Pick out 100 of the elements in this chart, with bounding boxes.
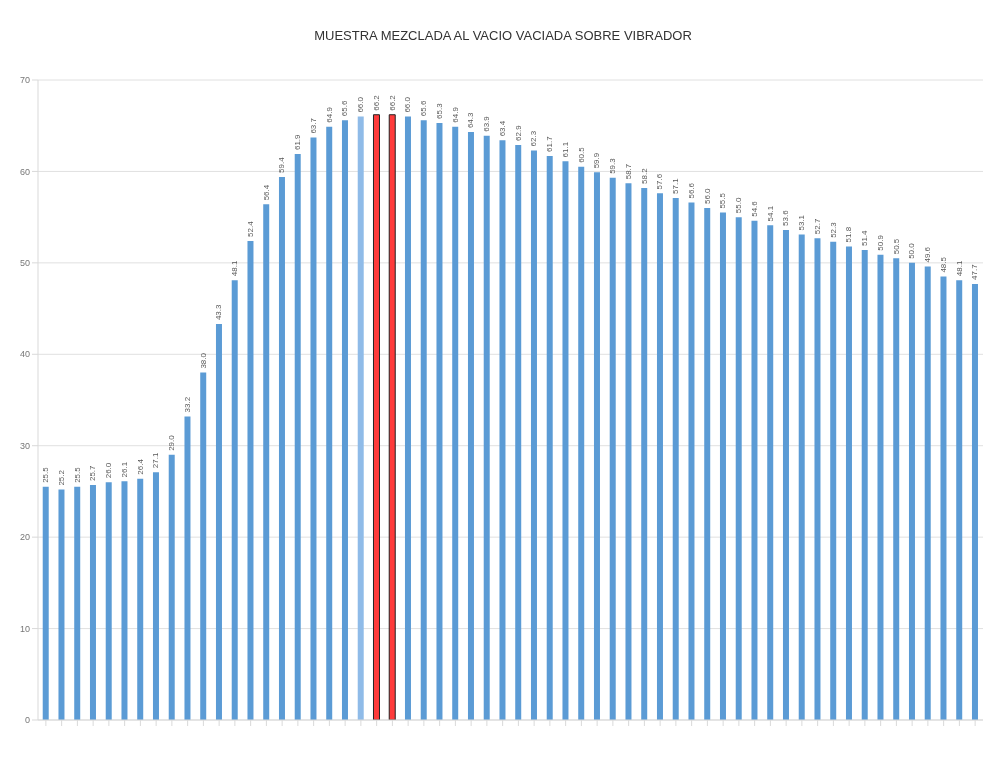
data-label: 52.7: [812, 218, 822, 235]
bar: [578, 166, 585, 720]
bar: [688, 202, 695, 720]
bar: [247, 240, 254, 720]
bar: [814, 238, 821, 720]
data-label: 57.6: [655, 173, 665, 190]
data-label: 26.1: [119, 461, 129, 478]
data-label: 63.4: [497, 120, 507, 137]
bar: [263, 204, 270, 720]
bar: [152, 472, 159, 720]
data-label: 57.1: [671, 177, 681, 194]
bar: [483, 135, 490, 720]
bar: [767, 225, 774, 720]
data-label: 66.2: [387, 94, 397, 111]
data-label: 66.0: [403, 96, 413, 113]
bar: [105, 482, 112, 720]
bar: [798, 234, 805, 720]
data-label: 52.4: [245, 220, 255, 237]
bar: [515, 144, 522, 720]
bar: [388, 114, 396, 720]
bar: [184, 416, 191, 720]
bar: [845, 246, 852, 720]
y-tick-label: 70: [19, 75, 30, 86]
bar: [341, 120, 348, 720]
bar: [971, 283, 978, 720]
data-label: 59.9: [592, 152, 602, 169]
data-label: 48.1: [954, 260, 964, 277]
data-label: 25.2: [56, 469, 66, 486]
chart-title: MUESTRA MEZCLADA AL VACIO VACIADA SOBRE VIBRADOR: [313, 27, 693, 45]
data-label: 54.6: [749, 200, 759, 217]
y-tick-label: 50: [19, 258, 30, 269]
bar: [782, 229, 789, 720]
bar: [420, 120, 427, 720]
bar: [609, 177, 616, 720]
bar: [137, 478, 144, 720]
bar: [215, 324, 222, 720]
bar: [893, 258, 900, 720]
data-label: 66.0: [356, 96, 366, 113]
data-label: 25.5: [41, 466, 51, 483]
bar: [278, 176, 285, 720]
data-label: 62.3: [529, 130, 539, 147]
data-label: 64.9: [324, 106, 334, 123]
bar: [74, 486, 81, 720]
data-label: 53.6: [781, 209, 791, 226]
y-tick-label: 40: [19, 349, 30, 360]
data-label: 47.7: [970, 263, 980, 280]
data-label: 51.4: [860, 229, 870, 247]
y-tick-label: 10: [19, 623, 30, 634]
data-label: 62.9: [513, 124, 523, 141]
bar: [310, 137, 317, 720]
data-label: 27.1: [151, 452, 161, 469]
bar: [719, 212, 726, 720]
bar: [499, 140, 506, 720]
data-label: 56.6: [686, 182, 696, 199]
data-label: 63.7: [308, 117, 318, 134]
bar: [625, 183, 632, 720]
bar: [593, 172, 600, 720]
data-label: 61.1: [560, 141, 570, 158]
data-label: 38.0: [198, 352, 208, 369]
bar: [956, 280, 963, 720]
data-label: 50.9: [875, 234, 885, 251]
data-label: 65.6: [340, 100, 350, 117]
bar: [326, 126, 333, 720]
bar: [908, 262, 915, 720]
data-label: 26.0: [104, 462, 114, 479]
y-tick-label: 20: [19, 532, 30, 543]
bar: [751, 220, 758, 720]
data-label: 55.0: [734, 197, 744, 214]
data-label: 63.9: [482, 115, 492, 132]
data-label: 53.1: [797, 214, 807, 231]
data-label: 25.7: [88, 464, 98, 482]
bar: [231, 280, 238, 720]
bar: [357, 116, 364, 720]
bar: [672, 197, 679, 720]
bar: [877, 254, 884, 720]
data-label: 43.3: [214, 303, 224, 321]
bar: [436, 122, 443, 720]
data-label: 59.3: [608, 157, 618, 174]
data-label: 48.5: [938, 256, 948, 273]
bar: [452, 126, 459, 720]
y-tick-label: 0: [24, 715, 30, 726]
bar: [121, 481, 128, 720]
data-label: 29.0: [167, 434, 177, 451]
bar: [735, 217, 742, 720]
data-label: 49.6: [923, 246, 933, 263]
data-label: 64.3: [466, 111, 476, 129]
data-label: 50.0: [907, 242, 917, 259]
data-label: 56.4: [261, 184, 271, 201]
data-label: 59.4: [277, 156, 287, 173]
data-label: 64.9: [450, 106, 460, 123]
data-label: 50.5: [891, 238, 901, 255]
data-label: 60.5: [576, 146, 586, 163]
data-label: 51.8: [844, 226, 854, 243]
y-tick-label: 60: [19, 166, 30, 177]
y-tick-label: 30: [19, 440, 30, 451]
bar: [924, 266, 931, 720]
data-label: 52.3: [828, 221, 838, 238]
data-label: 48.1: [230, 260, 240, 277]
bar: [294, 154, 301, 720]
bar: [656, 193, 663, 720]
